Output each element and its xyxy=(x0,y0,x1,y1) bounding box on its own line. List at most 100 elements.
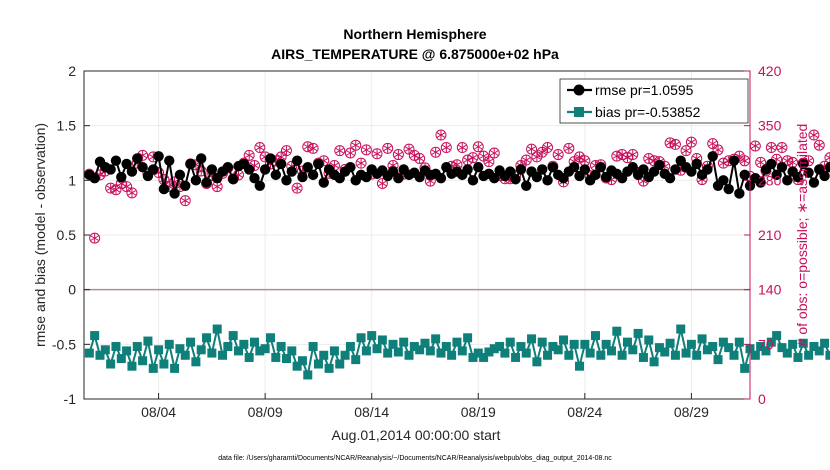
bias-point xyxy=(415,345,425,355)
rmse-point xyxy=(361,171,372,183)
obs-assimilated-marker xyxy=(282,146,291,156)
obs-assimilated-stroke xyxy=(783,158,792,164)
bias-point xyxy=(633,328,643,338)
obs-possible-marker xyxy=(371,148,383,160)
bias-point xyxy=(537,337,547,347)
obs-possible-marker xyxy=(520,154,532,166)
bias-point xyxy=(452,337,462,347)
bias-point xyxy=(500,348,510,358)
bias-point xyxy=(111,342,121,352)
obs-assimilated-marker xyxy=(431,147,440,157)
obs-assimilated-marker xyxy=(783,156,792,166)
bias-point xyxy=(601,339,611,349)
bias-point xyxy=(159,359,169,369)
bias-point xyxy=(479,352,489,362)
bias-point xyxy=(676,324,686,334)
obs-assimilated-marker xyxy=(463,155,472,165)
obs-assimilated-marker xyxy=(575,152,584,162)
bias-point xyxy=(122,346,132,356)
y-tick-label: 0 xyxy=(68,282,76,298)
obs-assimilated-stroke xyxy=(532,154,542,160)
bias-point xyxy=(324,363,334,373)
obs-assimilated-stroke xyxy=(564,145,573,151)
obs-assimilated-marker xyxy=(335,146,344,156)
rmse-point xyxy=(782,175,793,186)
bias-point xyxy=(116,354,126,364)
rmse-point xyxy=(110,155,122,166)
bias-layer xyxy=(84,324,830,380)
bias-point xyxy=(367,331,377,341)
obs-assimilated-marker xyxy=(543,143,552,153)
obs-assimilated-stroke xyxy=(463,157,472,163)
obs-assimilated-marker xyxy=(671,139,680,149)
rmse-point xyxy=(243,164,255,175)
obs-assimilated-stroke xyxy=(522,157,531,163)
bias-point xyxy=(351,355,361,365)
obs-assimilated-stroke xyxy=(308,145,318,151)
bias-point xyxy=(335,359,345,369)
rmse-point xyxy=(286,166,297,177)
x-tick-label: 08/14 xyxy=(354,404,389,420)
rmse-point xyxy=(291,155,303,166)
bias-point xyxy=(766,337,776,347)
rmse-point xyxy=(270,169,282,181)
bias-point xyxy=(212,324,222,334)
obs-assimilated-stroke xyxy=(122,183,131,190)
rmse-point xyxy=(190,175,202,186)
bias-point xyxy=(202,333,212,343)
bias-point xyxy=(313,359,323,369)
bias-point xyxy=(255,346,265,356)
bias-point xyxy=(527,334,537,344)
obs-assimilated-stroke xyxy=(543,144,552,151)
rmse-point xyxy=(174,169,186,181)
obs-assimilated-stroke xyxy=(356,160,366,166)
obs-assimilated-marker xyxy=(122,182,131,192)
y-axis-label: rmse and bias (model - observation) xyxy=(32,123,48,347)
y2-axis-label: # of obs: o=possible; ∗=assimilated xyxy=(794,124,810,347)
bias-point xyxy=(106,359,116,369)
obs-assimilated-marker xyxy=(458,143,467,153)
bias-point xyxy=(431,334,441,344)
rmse-point xyxy=(222,162,234,173)
bias-point xyxy=(804,350,814,360)
bias-point xyxy=(244,352,254,362)
y2-tick-label: 420 xyxy=(758,63,782,79)
obs-assimilated-stroke xyxy=(623,155,632,161)
bias-point xyxy=(436,348,446,358)
bias-point xyxy=(164,339,174,349)
obs-assimilated-stroke xyxy=(431,149,440,155)
obs-possible-marker xyxy=(808,129,820,141)
rmse-point xyxy=(462,164,473,175)
rmse-point xyxy=(755,177,766,188)
bias-point xyxy=(409,342,419,352)
bias-point xyxy=(750,350,760,360)
obs-assimilated-marker xyxy=(436,130,446,140)
rmse-point xyxy=(345,162,356,173)
obs-assimilated-stroke xyxy=(319,158,328,164)
bias-point xyxy=(585,348,595,358)
rmse-point xyxy=(702,164,713,175)
rmse-point xyxy=(595,162,607,173)
obs-assimilated-stroke xyxy=(468,155,478,161)
obs-possible-marker xyxy=(254,142,266,154)
bias-point xyxy=(484,347,494,357)
rmse-point xyxy=(803,167,814,178)
rmse-point xyxy=(792,171,804,183)
obs-assimilated-marker xyxy=(564,143,573,153)
y-tick-label: -0.5 xyxy=(52,336,76,352)
obs-assimilated-marker xyxy=(404,144,414,154)
obs-assimilated-marker xyxy=(292,183,302,193)
obs-possible-marker xyxy=(456,142,468,154)
bias-point xyxy=(154,345,164,355)
obs-possible-marker xyxy=(355,157,367,169)
bias-point xyxy=(265,333,275,343)
obs-assimilated-marker xyxy=(308,143,318,153)
obs-assimilated-marker xyxy=(538,147,547,157)
bias-point xyxy=(825,350,830,360)
obs-assimilated-marker xyxy=(777,143,787,153)
obs-possible-marker xyxy=(755,156,767,168)
obs-assimilated-stroke xyxy=(639,178,648,184)
legend-box xyxy=(559,78,749,124)
bias-point xyxy=(814,346,824,356)
obs-assimilated-stroke xyxy=(804,158,813,164)
